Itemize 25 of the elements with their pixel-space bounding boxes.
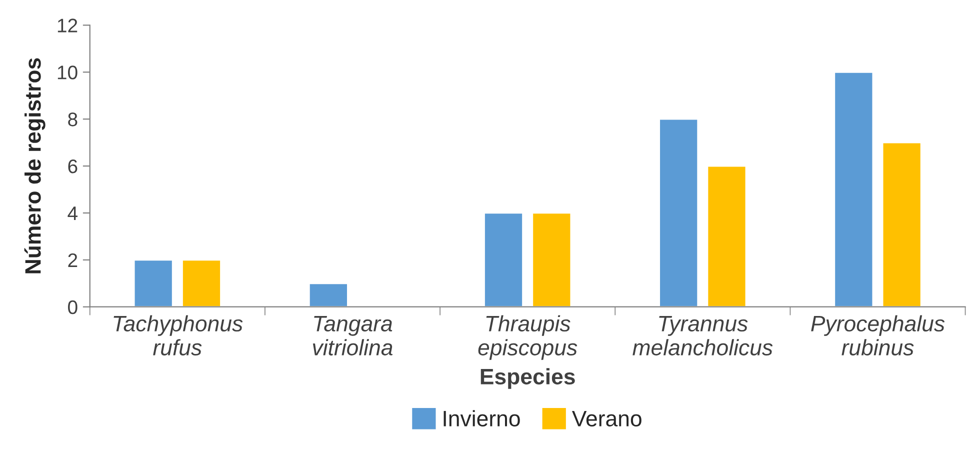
y-tick-label: 2 [68, 253, 78, 267]
bar [658, 118, 699, 307]
y-tick-label: 12 [58, 18, 78, 32]
x-tick-label: Tachyphonus rufus [114, 315, 243, 356]
y-tick-label: 0 [68, 300, 78, 314]
bar [133, 259, 174, 307]
y-axis-title: Número de registros [24, 58, 46, 274]
y-tick-label: 10 [58, 66, 78, 80]
legend-label: Verano [572, 410, 642, 426]
x-tick-label: Thraupis episcopus [478, 315, 578, 360]
y-tick-label: 8 [68, 112, 78, 126]
x-tick-label: Tyrannus melancholicus [632, 316, 773, 356]
bar [308, 282, 348, 307]
legend-label: Invierno [444, 410, 520, 426]
x-tick-label: Tangara vitriolina [312, 316, 392, 356]
bar [484, 212, 524, 307]
bar [706, 165, 747, 307]
bar [532, 212, 572, 307]
y-tick-label: 6 [68, 159, 78, 174]
x-axis-title: Especies [480, 368, 575, 389]
x-tick-label: Pyrocephalus rubinus [811, 315, 945, 356]
bar [834, 71, 874, 307]
bar [182, 259, 222, 307]
y-tick-label: 4 [68, 206, 78, 220]
bar [882, 142, 922, 307]
